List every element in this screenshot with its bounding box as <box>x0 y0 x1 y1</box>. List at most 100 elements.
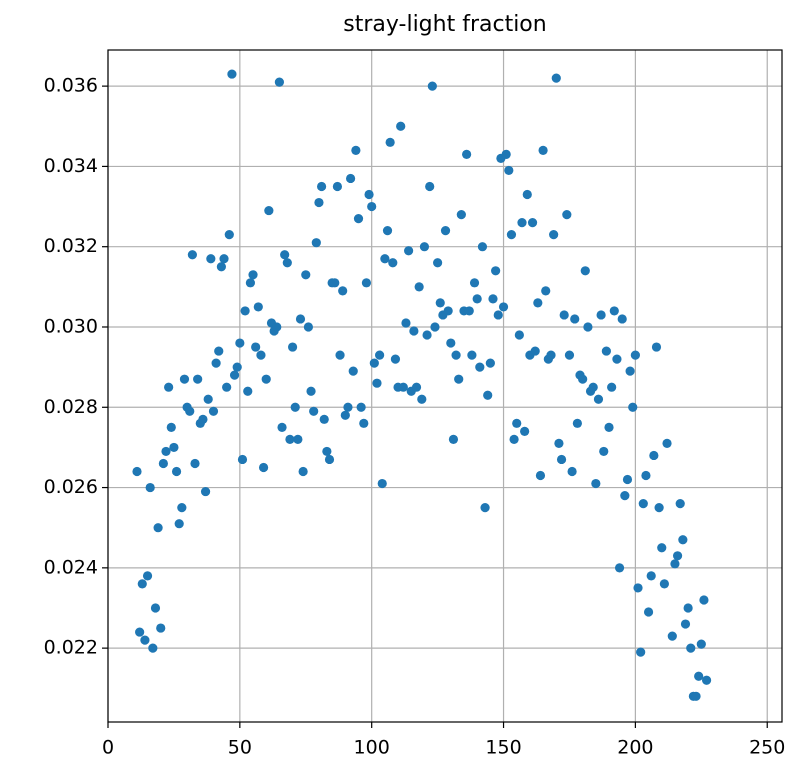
point <box>243 386 253 396</box>
point <box>145 482 155 493</box>
point <box>330 278 340 288</box>
point <box>691 691 701 701</box>
point <box>306 386 316 396</box>
point <box>641 470 651 481</box>
point <box>272 322 282 332</box>
point <box>164 382 174 392</box>
point <box>506 230 517 240</box>
point <box>235 338 245 348</box>
point <box>464 306 474 316</box>
point <box>298 466 308 477</box>
point <box>493 310 503 320</box>
point <box>287 342 298 352</box>
y-tick-label: 0.022 <box>44 637 98 659</box>
point <box>190 458 200 469</box>
point <box>361 278 372 288</box>
point <box>264 205 274 216</box>
point <box>198 414 208 424</box>
point <box>541 286 551 296</box>
point <box>240 306 250 316</box>
point <box>564 350 575 360</box>
point <box>435 298 445 308</box>
point <box>377 478 387 489</box>
point <box>185 406 195 416</box>
point <box>467 350 477 360</box>
x-tick-label: 150 <box>485 737 521 759</box>
point <box>214 346 224 356</box>
point <box>248 270 258 280</box>
point <box>591 478 601 489</box>
point <box>654 503 664 513</box>
point <box>628 402 638 412</box>
point <box>646 571 656 581</box>
point <box>617 314 627 324</box>
point <box>425 181 435 192</box>
point <box>245 278 255 288</box>
point <box>588 382 598 392</box>
point <box>527 218 538 228</box>
point <box>166 422 176 432</box>
point <box>237 454 248 465</box>
y-tick-label: 0.036 <box>44 75 98 97</box>
point <box>446 338 456 348</box>
point <box>142 571 153 581</box>
point <box>156 623 166 633</box>
point <box>462 149 472 159</box>
point <box>567 466 577 477</box>
point <box>414 282 424 292</box>
point <box>593 394 604 404</box>
point <box>538 145 548 155</box>
point <box>620 490 630 501</box>
point <box>680 619 691 629</box>
point <box>340 410 350 420</box>
point <box>285 434 295 444</box>
point <box>578 374 588 384</box>
point <box>419 242 430 252</box>
point <box>150 603 161 613</box>
point <box>570 314 580 324</box>
point <box>488 294 498 304</box>
point <box>417 394 427 404</box>
point <box>535 470 546 481</box>
point <box>135 627 145 637</box>
point <box>224 230 234 240</box>
point <box>699 595 709 605</box>
point <box>651 342 662 352</box>
point <box>440 226 451 236</box>
x-tick-label: 250 <box>749 737 785 759</box>
point <box>208 406 219 416</box>
point <box>251 342 261 352</box>
point <box>554 438 564 449</box>
point <box>179 374 190 384</box>
point <box>390 354 401 364</box>
point <box>701 675 712 685</box>
point <box>158 458 168 469</box>
point <box>174 519 184 529</box>
point <box>686 643 696 653</box>
point <box>148 643 158 653</box>
point <box>609 306 619 316</box>
point <box>509 434 519 444</box>
point <box>227 69 237 79</box>
point <box>433 258 443 268</box>
point <box>161 446 171 457</box>
point <box>398 382 408 392</box>
point <box>309 406 319 416</box>
point <box>625 366 635 376</box>
point <box>517 218 527 228</box>
point <box>290 402 300 412</box>
point <box>203 394 213 404</box>
point <box>335 350 345 360</box>
point <box>477 242 488 252</box>
point <box>140 635 150 645</box>
point <box>332 181 343 192</box>
point <box>546 350 556 360</box>
point <box>280 250 290 260</box>
point <box>472 294 482 304</box>
x-tick-label: 0 <box>102 737 114 759</box>
point <box>193 374 203 384</box>
point <box>322 446 332 457</box>
y-tick-label: 0.028 <box>44 396 98 418</box>
point <box>454 374 464 384</box>
point <box>580 266 590 276</box>
